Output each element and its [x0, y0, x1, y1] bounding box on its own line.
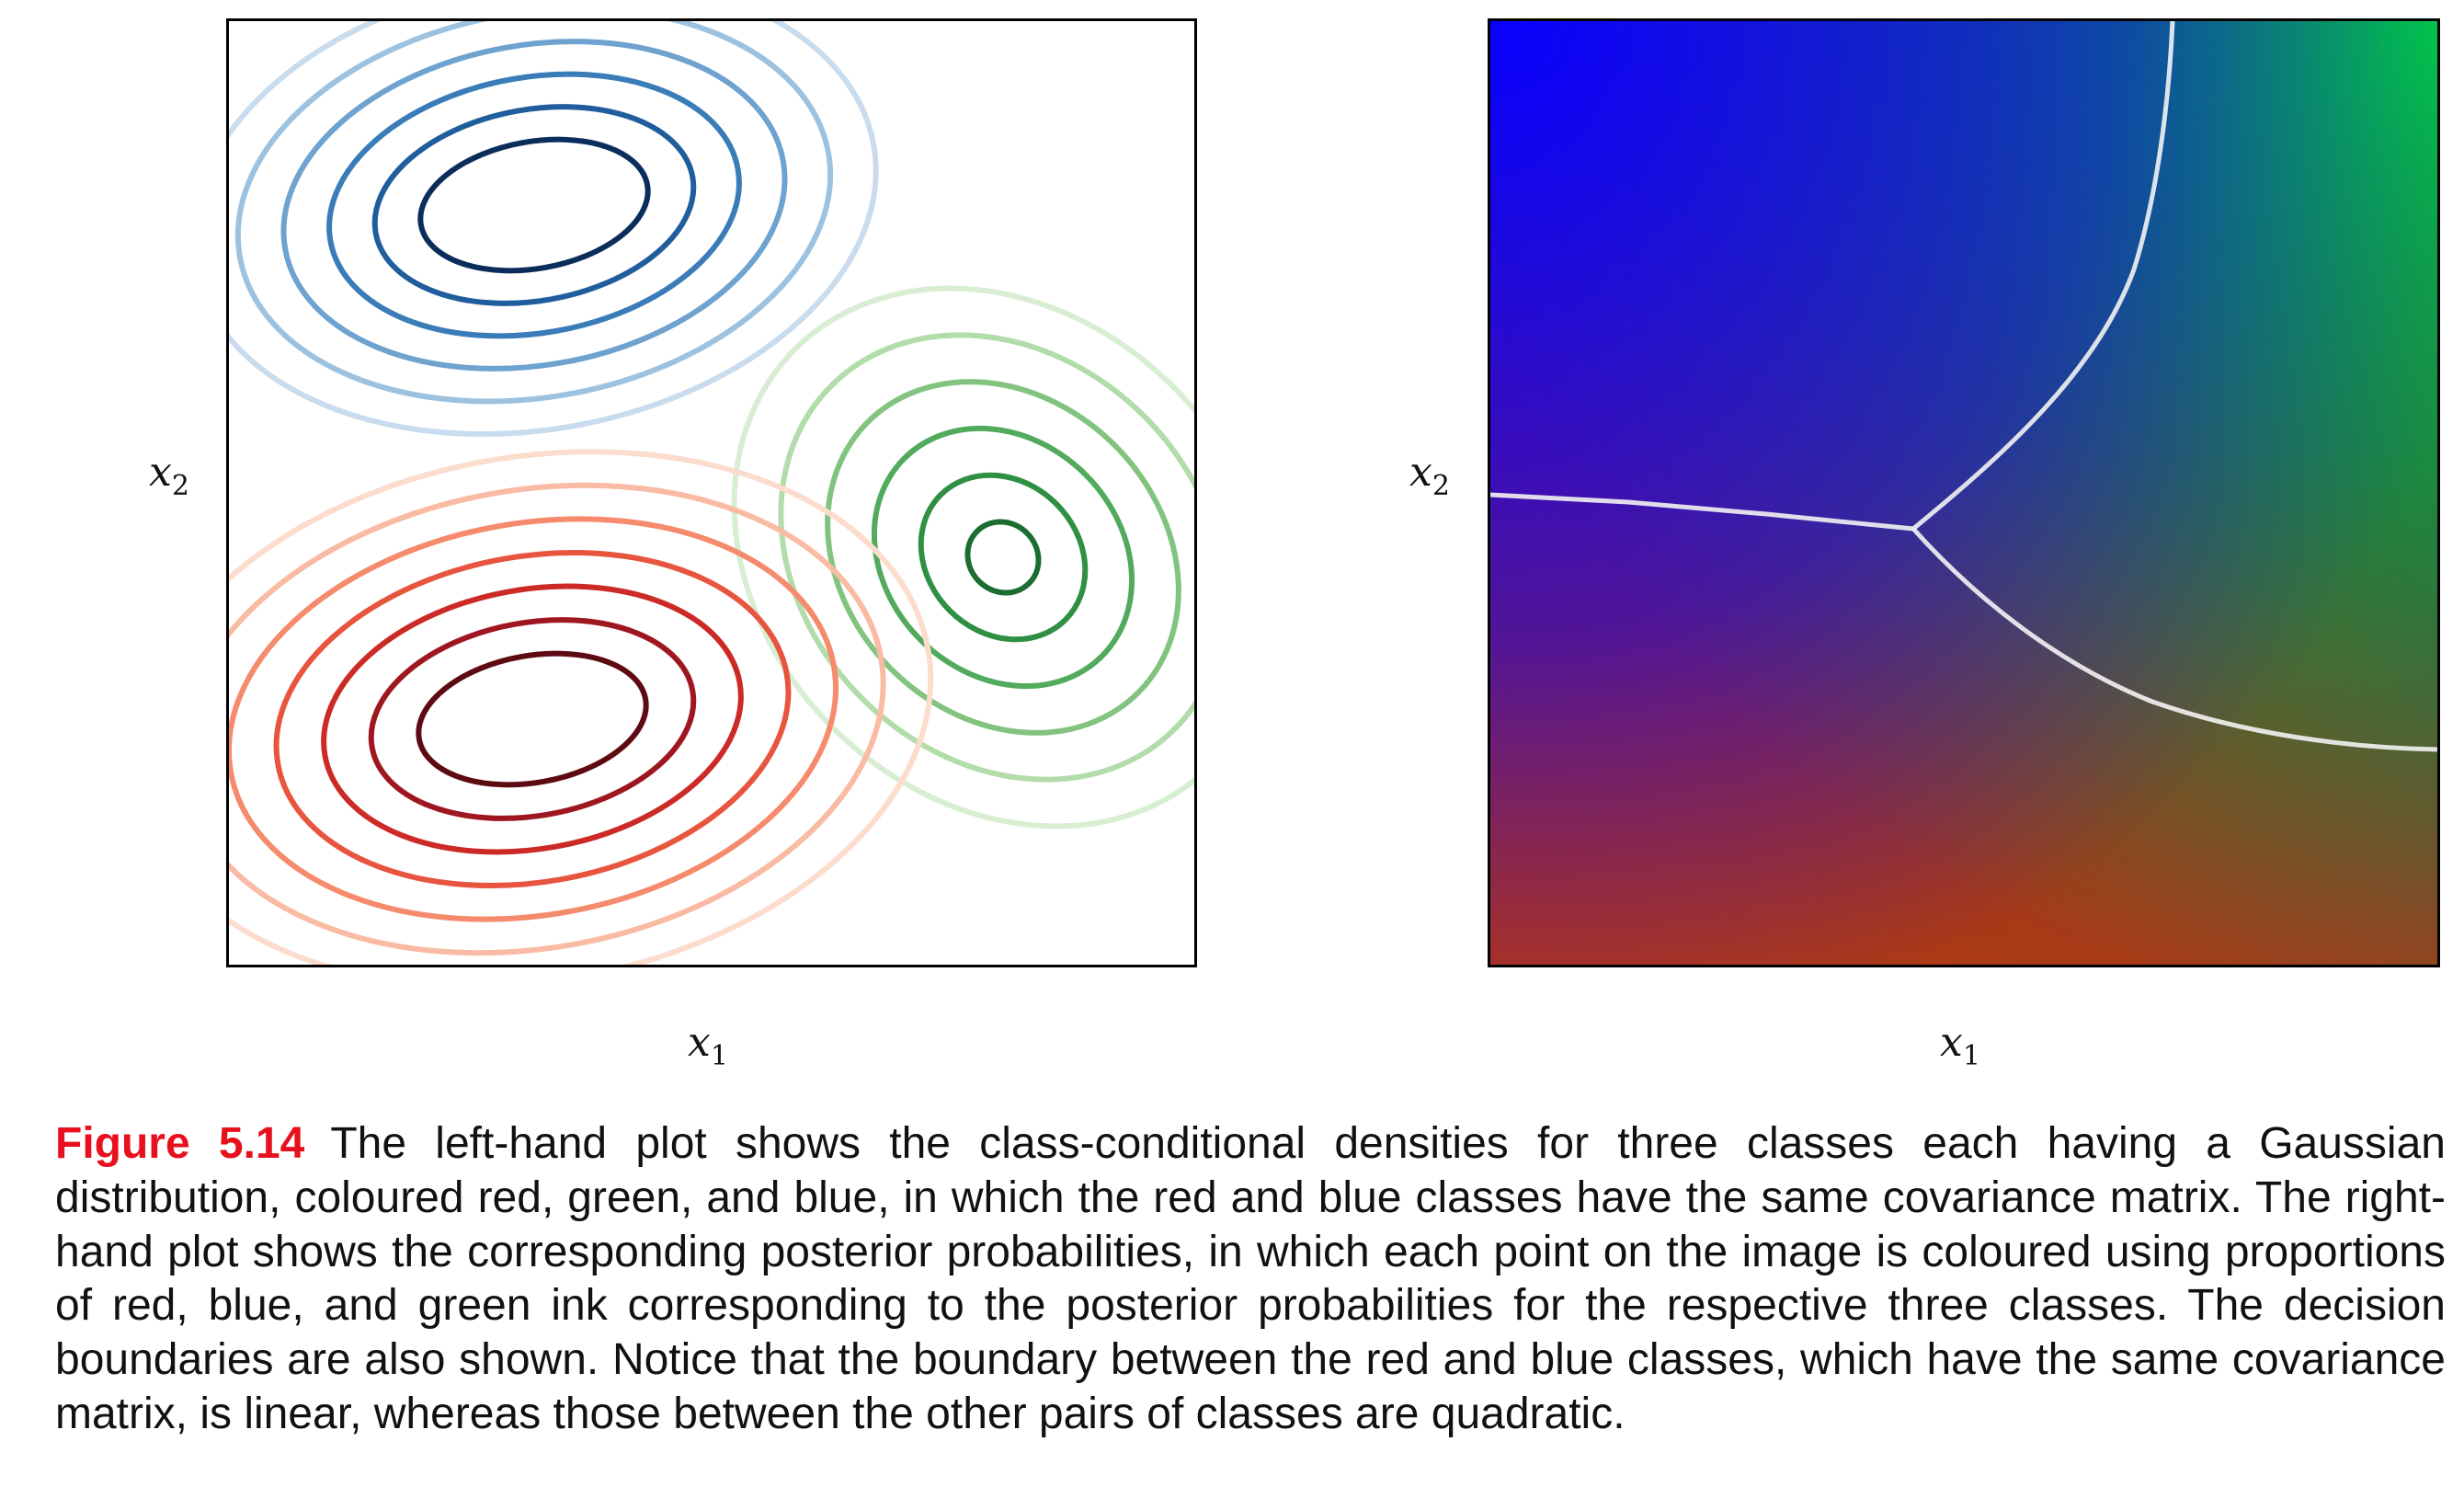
figure-label: Figure 5.14 [55, 1119, 305, 1168]
red-contour-ring [229, 449, 934, 965]
blue-contour-ring [371, 104, 697, 306]
green-contour-ring [964, 519, 1042, 596]
red-contour-ring [321, 583, 744, 855]
red-contour-ring [273, 549, 792, 889]
right-plot-posterior-image [1488, 18, 2440, 967]
green-contour-ring [825, 379, 1181, 736]
green-contour-ring [778, 332, 1194, 783]
red-contour-ring [229, 516, 839, 922]
left-y-axis-label: x2 [149, 449, 189, 502]
green-contour-ring [918, 472, 1089, 643]
blue-class-contours [229, 21, 879, 437]
red-contour-ring [368, 617, 697, 821]
posterior-blue-region [1490, 21, 2437, 965]
blue-contour-ring [234, 21, 834, 405]
blue-contour-ring [280, 39, 788, 372]
red-blue-decision-boundary [1490, 492, 1914, 532]
left-plot-density-contours [226, 18, 1197, 967]
figure-caption: Figure 5.14 The left-hand plot shows the … [55, 1117, 2446, 1442]
blue-contour-ring [326, 71, 742, 339]
density-contour-svg [229, 21, 1194, 965]
right-y-axis-label: x2 [1409, 449, 1450, 502]
green-contour-ring [871, 425, 1135, 690]
caption-text: The left-hand plot shows the class-condi… [55, 1119, 2446, 1438]
posterior-image-svg [1490, 21, 2437, 965]
right-x-axis-label: x1 [1940, 1019, 1980, 1072]
red-contour-ring [416, 650, 649, 788]
green-class-contours [731, 285, 1194, 829]
red-contour-ring [229, 482, 886, 956]
green-contour-ring [731, 285, 1194, 829]
red-green-decision-boundary [1911, 527, 2437, 752]
red-class-contours [229, 449, 934, 965]
blue-green-decision-boundary [1911, 21, 2175, 531]
left-x-axis-label: x1 [688, 1019, 728, 1072]
blue-contour-ring [229, 21, 879, 437]
blue-contour-ring [417, 136, 651, 274]
